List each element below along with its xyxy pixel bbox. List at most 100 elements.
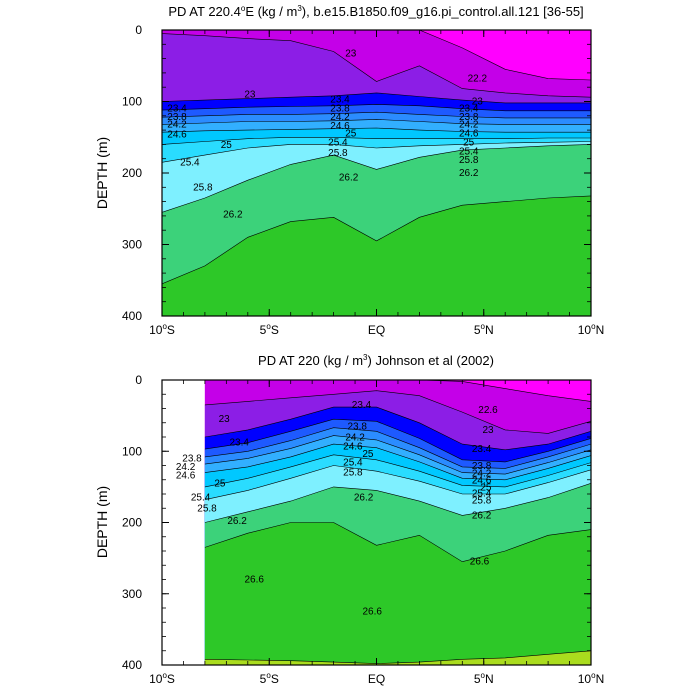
x-tick-label: 10oS bbox=[149, 671, 175, 686]
contour-label: 26.6 bbox=[362, 607, 382, 618]
contour-label: 25 bbox=[480, 483, 492, 494]
contour-label: 23 bbox=[244, 89, 256, 100]
contour-label: 23.8 bbox=[330, 104, 350, 115]
x-tick-value: 10 bbox=[578, 323, 592, 337]
degree-mark: o bbox=[162, 322, 167, 331]
y-tick-label: 100 bbox=[122, 444, 142, 458]
contour-labels-bottom: 2323.423.824.224.62525.425.826.223.423.8… bbox=[176, 400, 498, 618]
x-tick-hemisphere: N bbox=[485, 672, 494, 686]
contour-label: 23.8 bbox=[472, 461, 492, 472]
x-tick-hemisphere: S bbox=[271, 323, 279, 337]
contour-label: 23 bbox=[345, 49, 357, 60]
degree-mark: o bbox=[266, 322, 271, 331]
panel-top: PD AT 220.4oE (kg / m3), b.e15.B1850.f09… bbox=[94, 4, 604, 337]
contour-label: 25 bbox=[463, 137, 475, 148]
contour-label: 25 bbox=[214, 478, 226, 489]
degree-mark: o bbox=[481, 322, 486, 331]
x-tick-label: 5oN bbox=[474, 322, 494, 337]
contour-label: 22.2 bbox=[468, 74, 488, 85]
contour-line-26.2 bbox=[162, 144, 591, 213]
contour-line-26.6 bbox=[204, 522, 591, 563]
y-tick-label: 300 bbox=[122, 238, 142, 252]
contour-fill-bottom bbox=[204, 380, 591, 665]
panel-bottom-title: PD AT 220 (kg / m3) Johnson et al (2002) bbox=[258, 353, 494, 368]
contour-label: 23.4 bbox=[330, 94, 350, 105]
y-axis-label-top: DEPTH (m) bbox=[94, 137, 110, 209]
contour-label: 25.8 bbox=[197, 503, 217, 514]
contour-line-23.8 bbox=[204, 418, 591, 463]
contour-label: 26.2 bbox=[339, 172, 359, 183]
contour-labels-top: 232322.223.423.824.224.62525.425.826.223… bbox=[167, 49, 487, 221]
panel-top-title: PD AT 220.4oE (kg / m3), b.e15.B1850.f09… bbox=[168, 4, 583, 19]
contour-label: 26.2 bbox=[472, 510, 492, 521]
contour-line-22.6 bbox=[162, 30, 591, 81]
contour-line-26.2 bbox=[204, 483, 591, 523]
contour-line-25.4 bbox=[204, 454, 591, 488]
contour-label: 23.8 bbox=[347, 421, 367, 432]
degree-mark: o bbox=[591, 322, 596, 331]
y-tick-label: 400 bbox=[122, 309, 142, 323]
contour-label: 24.6 bbox=[459, 129, 479, 140]
x-tick-label: EQ bbox=[368, 672, 385, 686]
x-tick-value: EQ bbox=[368, 323, 385, 337]
x-tick-label: 5oN bbox=[474, 671, 494, 686]
degree-mark: o bbox=[481, 671, 486, 680]
x-tick-value: 5 bbox=[474, 323, 481, 337]
contour-label: 25.4 bbox=[459, 147, 479, 158]
contour-line-24.6 bbox=[204, 435, 591, 475]
y-axis-label-bottom: DEPTH (m) bbox=[94, 486, 110, 558]
contour-label: 25.4 bbox=[343, 458, 363, 469]
contour-label: 24.6 bbox=[343, 441, 363, 452]
contour-label: 25.8 bbox=[459, 155, 479, 166]
contour-label: 23.8 bbox=[459, 112, 479, 123]
contour-label: 23.4 bbox=[459, 104, 479, 115]
degree-mark: o bbox=[266, 671, 271, 680]
x-tick-hemisphere: N bbox=[596, 323, 605, 337]
contour-label: 24.2 bbox=[459, 119, 479, 130]
x-tick-label: 5oS bbox=[260, 322, 279, 337]
x-tick-label: 10oN bbox=[578, 671, 604, 686]
contour-line-23.4 bbox=[204, 406, 591, 451]
x-tick-value: 10 bbox=[149, 323, 163, 337]
contour-label: 24.6 bbox=[167, 129, 187, 140]
y-tick-label: 400 bbox=[122, 658, 142, 672]
y-tick-label: 200 bbox=[122, 166, 142, 180]
contour-label: 22.6 bbox=[478, 405, 498, 416]
x-tick-value: 5 bbox=[260, 323, 267, 337]
degree-mark: o bbox=[162, 671, 167, 680]
contour-line-23.8 bbox=[162, 104, 591, 112]
x-tick-value: 10 bbox=[578, 672, 592, 686]
x-tick-hemisphere: S bbox=[167, 323, 175, 337]
contour-label: 24.6 bbox=[472, 476, 492, 487]
x-tick-hemisphere: N bbox=[485, 323, 494, 337]
contour-label: 23.8 bbox=[167, 112, 187, 123]
x-tick-label: 5oS bbox=[260, 671, 279, 686]
contour-label: 23 bbox=[219, 414, 231, 425]
y-tick-label: 200 bbox=[122, 516, 142, 530]
contour-label: 25.8 bbox=[193, 182, 213, 193]
contour-line-24.2 bbox=[204, 427, 591, 469]
contour-label: 23.4 bbox=[352, 400, 372, 411]
contour-label: 23.4 bbox=[472, 444, 492, 455]
contour-label: 24.6 bbox=[330, 121, 350, 132]
contour-line-24.2 bbox=[162, 111, 591, 119]
contour-line-23.4 bbox=[162, 92, 591, 104]
contour-label: 25 bbox=[221, 140, 233, 151]
contour-line-25 bbox=[204, 443, 591, 481]
y-tick-label: 0 bbox=[135, 23, 142, 37]
contour-label: 26.2 bbox=[227, 516, 247, 527]
contour-label: 26.2 bbox=[223, 210, 243, 221]
contour-line-23 bbox=[162, 33, 591, 98]
y-tick-label: 100 bbox=[122, 95, 142, 109]
contour-label: 26.6 bbox=[470, 557, 490, 568]
contour-label: 25.4 bbox=[180, 157, 200, 168]
contour-lines-bottom bbox=[204, 380, 591, 664]
contour-label: 25.4 bbox=[328, 137, 348, 148]
band-26.6 bbox=[204, 522, 591, 665]
x-tick-hemisphere: S bbox=[271, 672, 279, 686]
contour-label: 24.6 bbox=[176, 471, 196, 482]
x-tick-hemisphere: S bbox=[167, 672, 175, 686]
contour-line-25 bbox=[162, 127, 591, 133]
